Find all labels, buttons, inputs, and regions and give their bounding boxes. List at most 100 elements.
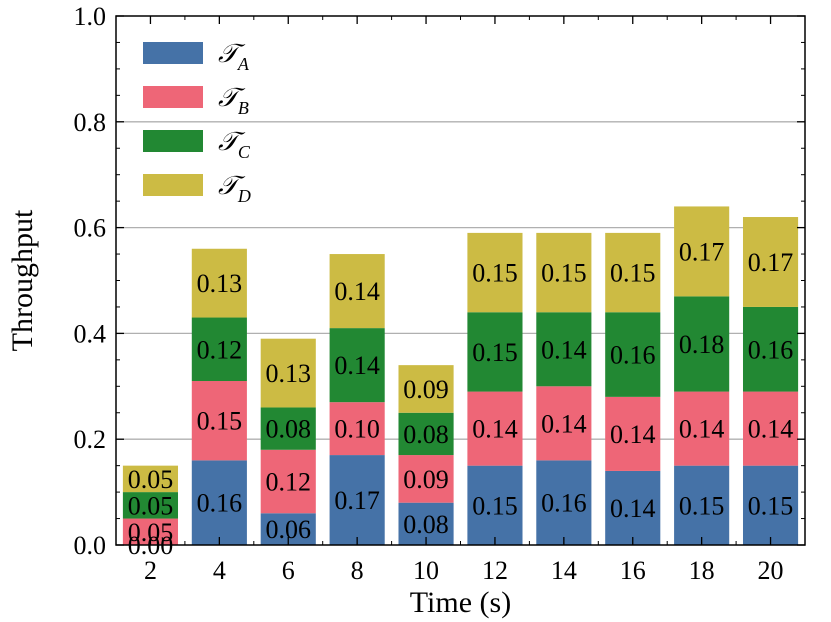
x-tick-label: 18 (689, 556, 715, 585)
data-label: 0.09 (403, 465, 449, 494)
legend-swatch (143, 174, 203, 196)
bar-a-16 (605, 470, 661, 545)
bar-a-18 (674, 465, 730, 545)
x-tick-label: 20 (758, 556, 784, 585)
legend-swatch (143, 86, 203, 108)
bar-b-18 (674, 391, 730, 466)
data-label: 0.14 (334, 277, 380, 306)
data-label: 0.15 (472, 259, 518, 288)
bar-a-20 (742, 465, 799, 545)
bar-b-4 (191, 381, 247, 461)
data-label: 0.18 (679, 330, 725, 359)
bar-b-16 (605, 396, 661, 471)
bar-a-8 (329, 455, 385, 545)
x-tick-label: 8 (351, 556, 364, 585)
bar-c-8 (329, 328, 385, 403)
x-tick-label: 14 (551, 556, 577, 585)
x-tick-label: 6 (282, 556, 295, 585)
legend-swatch (143, 42, 203, 64)
data-label: 0.16 (197, 489, 243, 518)
bar-d-8 (329, 254, 385, 329)
legend-label: 𝒯A (218, 39, 250, 74)
bar-c-6 (260, 407, 316, 450)
legend: 𝒯A 𝒯B 𝒯C 𝒯D (143, 39, 251, 206)
bar-c-2 (122, 492, 179, 519)
y-axis-title: Throughput (6, 209, 39, 351)
bar-b-8 (329, 402, 385, 456)
data-label: 0.14 (610, 494, 656, 523)
data-label: 0.14 (610, 420, 656, 449)
bar-d-10 (398, 365, 454, 413)
bar-d-12 (467, 232, 523, 313)
data-label: 0.15 (197, 407, 243, 436)
bar-b-12 (467, 391, 523, 466)
data-label: 0.10 (334, 415, 380, 444)
x-tick-label: 16 (620, 556, 646, 585)
y-tick-label: 0.4 (74, 319, 107, 348)
x-tick-label: 4 (213, 556, 226, 585)
data-label: 0.12 (197, 335, 243, 364)
legend-subscript: C (238, 142, 251, 162)
y-tick-label: 0.6 (74, 214, 107, 243)
data-label: 0.13 (266, 359, 312, 388)
legend-subscript: A (237, 54, 250, 74)
data-label: 0.14 (748, 415, 794, 444)
bar-d-16 (605, 232, 661, 313)
bar-c-4 (191, 317, 247, 382)
data-label: 0.15 (472, 338, 518, 367)
bar-b-10 (398, 455, 454, 503)
data-labels: 0.000.160.060.170.080.15 0.16 0.14 0.15 0.15… (128, 237, 794, 560)
data-label: 0.16 (541, 489, 587, 518)
data-label: 0.09 (403, 375, 449, 404)
x-axis-title: Time (s) (410, 586, 511, 619)
bar-d-4 (191, 248, 247, 318)
data-label: 0.14 (541, 335, 587, 364)
data-label: 0.12 (266, 468, 312, 497)
bar-c-16 (605, 312, 661, 397)
bar-c-10 (398, 412, 454, 456)
bars (122, 206, 799, 545)
data-label: 0.14 (679, 415, 725, 444)
data-label: 0.15 (610, 259, 656, 288)
data-label: 0.14 (472, 415, 518, 444)
data-label: 0.14 (541, 409, 587, 438)
data-label: 0.08 (403, 420, 449, 449)
y-tick-label: 0.2 (74, 425, 107, 454)
data-label: 0.15 (748, 491, 794, 520)
bar-c-20 (742, 306, 799, 392)
bar-d-20 (742, 217, 799, 307)
data-label: 0.16 (610, 341, 656, 370)
axis-ticks: 0.0 0.2 0.4 0.6 0.8 1.0 2 4 6 8 10 12 14 16 18 20 (74, 2, 805, 585)
data-label: 0.08 (403, 510, 449, 539)
data-label: 0.15 (472, 491, 518, 520)
legend-subscript: D (237, 186, 251, 206)
data-label: 0.05 (128, 465, 174, 494)
y-tick-label: 0.8 (74, 108, 107, 137)
bar-b-20 (742, 391, 799, 466)
bar-b-6 (260, 449, 316, 514)
legend-label: 𝒯D (218, 171, 251, 206)
legend-subscript: B (238, 98, 249, 118)
data-label: 0.17 (748, 248, 794, 277)
y-tick-label: 0.0 (74, 531, 107, 560)
data-label: 0.16 (748, 335, 794, 364)
data-label: 0.08 (266, 415, 312, 444)
x-tick-label: 2 (144, 556, 157, 585)
data-label: 0.05 (128, 491, 174, 520)
data-label: 0.15 (541, 259, 587, 288)
bar-c-18 (674, 296, 730, 392)
bar-d-6 (260, 338, 316, 408)
bar-b-14 (536, 386, 592, 461)
bar-c-12 (467, 312, 523, 392)
bar-a-12 (467, 465, 523, 545)
legend-label: 𝒯B (218, 83, 249, 118)
bar-c-14 (536, 312, 592, 387)
bar-d-14 (536, 232, 592, 313)
x-tick-label: 12 (482, 556, 508, 585)
data-label: 0.14 (334, 351, 380, 380)
bar-a-14 (536, 460, 592, 545)
data-label: 0.17 (679, 237, 725, 266)
x-tick-label: 10 (413, 556, 439, 585)
legend-swatch (143, 130, 203, 152)
